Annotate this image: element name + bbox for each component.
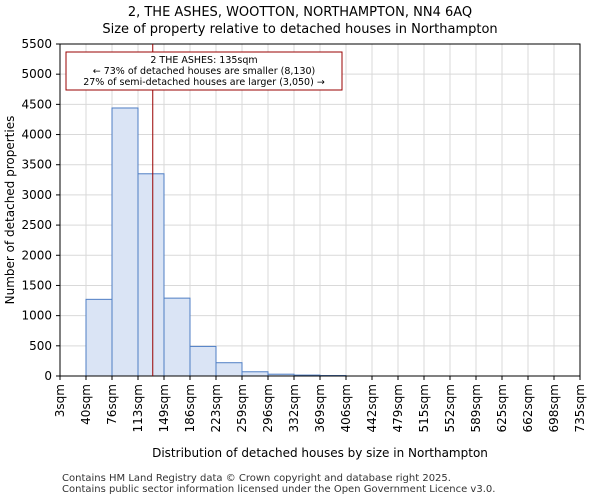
histogram-bar (111, 107, 139, 377)
x-tick-label: 625sqm (495, 384, 509, 432)
x-tick-label: 3sqm (53, 384, 67, 417)
y-tick-label: 5500 (21, 37, 52, 51)
y-tick-label: 0 (44, 369, 52, 383)
footer-line-2: Contains public sector information licen… (62, 484, 496, 495)
x-tick-label: 186sqm (183, 384, 197, 432)
histogram-bar (241, 371, 269, 377)
x-tick-label: 76sqm (105, 384, 119, 425)
footer-line-1: Contains HM Land Registry data © Crown c… (62, 473, 451, 484)
histogram-bar (85, 298, 113, 377)
x-tick-label: 589sqm (469, 384, 483, 432)
x-tick-label: 223sqm (209, 384, 223, 432)
y-tick-label: 4500 (21, 97, 52, 111)
annotation-line: 27% of semi-detached houses are larger (… (83, 77, 325, 88)
x-tick-label: 698sqm (547, 384, 561, 432)
histogram-bar (163, 297, 191, 377)
y-tick-label: 3500 (21, 158, 52, 172)
y-tick-label: 500 (29, 339, 52, 353)
y-tick-label: 4000 (21, 128, 52, 142)
chart-subtitle: Size of property relative to detached ho… (102, 22, 498, 37)
y-tick-label: 3000 (21, 188, 52, 202)
y-tick-label: 1000 (21, 309, 52, 323)
histogram-bar (215, 362, 243, 377)
annotation-box (65, 51, 343, 91)
histogram-bar (137, 173, 165, 377)
y-axis-label: Number of detached properties (3, 116, 17, 305)
x-axis-label: Distribution of detached houses by size … (152, 446, 488, 460)
x-tick-label: 662sqm (521, 384, 535, 432)
x-tick-label: 442sqm (365, 384, 379, 432)
y-tick-label: 2000 (21, 248, 52, 262)
x-tick-label: 515sqm (417, 384, 431, 432)
histogram-bar (189, 345, 217, 377)
x-tick-label: 406sqm (339, 384, 353, 432)
y-tick-label: 1500 (21, 278, 52, 292)
x-tick-label: 149sqm (157, 384, 171, 432)
x-tick-label: 552sqm (443, 384, 457, 432)
annotation-line: 2 THE ASHES: 135sqm (150, 55, 257, 66)
chart-title: 2, THE ASHES, WOOTTON, NORTHAMPTON, NN4 … (127, 5, 473, 20)
y-tick-label: 5000 (21, 67, 52, 81)
x-tick-label: 259sqm (235, 384, 249, 432)
x-tick-label: 113sqm (131, 384, 145, 432)
x-tick-label: 479sqm (391, 384, 405, 432)
annotation-line: ← 73% of detached houses are smaller (8,… (93, 66, 316, 77)
y-tick-label: 2500 (21, 218, 52, 232)
x-tick-label: 735sqm (573, 384, 587, 432)
x-tick-label: 40sqm (79, 384, 93, 425)
x-tick-label: 332sqm (287, 384, 301, 432)
x-tick-label: 369sqm (313, 384, 327, 432)
x-tick-label: 296sqm (261, 384, 275, 432)
